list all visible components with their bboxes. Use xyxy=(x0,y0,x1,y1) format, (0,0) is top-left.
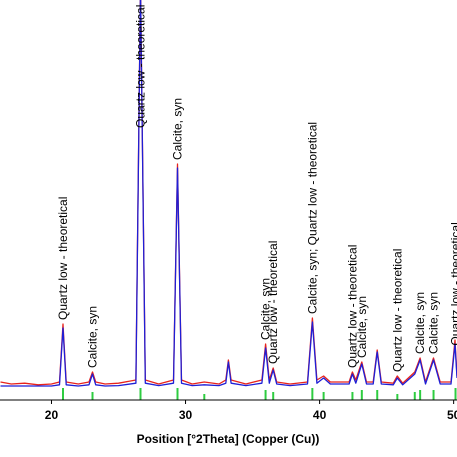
peak-annotation: Calcite, syn xyxy=(427,292,441,354)
measured-line xyxy=(0,0,457,386)
peak-annotation: Quartz low - theoretical xyxy=(449,222,457,345)
peak-annotation: Calcite, syn xyxy=(85,306,99,368)
peak-annotation: Calcite, syn xyxy=(413,292,427,354)
x-tick-label: 30 xyxy=(179,408,193,422)
peak-annotation: Calcite, syn xyxy=(355,296,369,358)
peak-annotation: Quartz low - theoretical xyxy=(133,5,147,128)
peak-annotation: Quartz low - theoretical xyxy=(266,241,280,364)
plot-area xyxy=(0,0,457,400)
x-tick-label: 40 xyxy=(313,408,327,422)
peak-annotation: Quartz low - theoretical xyxy=(390,249,404,372)
calculated-line xyxy=(0,0,457,387)
x-tick-label: 50 xyxy=(447,408,457,422)
peak-annotation: Calcite, syn xyxy=(170,98,184,160)
peak-annotation: Quartz low - theoretical xyxy=(56,197,70,320)
peak-annotation: Calcite, syn xyxy=(259,278,273,340)
x-tick-label: 20 xyxy=(45,408,59,422)
peak-annotation: Calcite, syn; Quartz low - theoretical xyxy=(305,122,319,314)
x-axis-title: Position [°2Theta] (Copper (Cu)) xyxy=(137,432,320,446)
peak-annotation: Quartz low - theoretical xyxy=(345,245,359,368)
